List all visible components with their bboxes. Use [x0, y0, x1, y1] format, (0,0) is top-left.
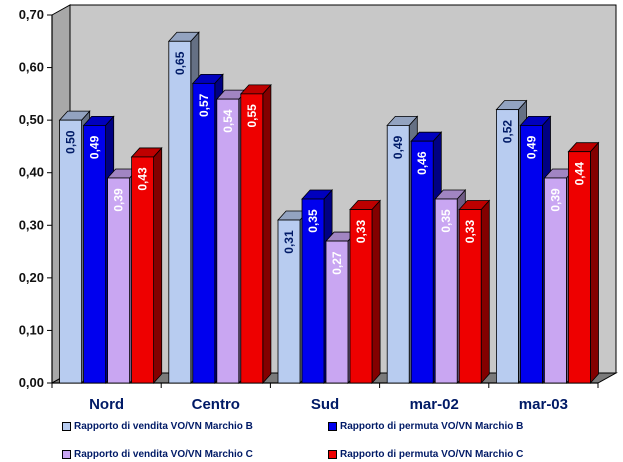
- bar-side: [153, 146, 163, 385]
- legend-swatch-permuta-c: [328, 450, 337, 459]
- y-tick-label: 0,30: [19, 217, 44, 232]
- data-label: 0,55: [245, 104, 259, 128]
- bar: [83, 125, 106, 384]
- data-label: 0,27: [330, 251, 344, 275]
- bar: [277, 219, 301, 384]
- bar: [495, 109, 519, 384]
- data-label: 0,49: [524, 135, 538, 159]
- bar-side: [371, 199, 381, 385]
- y-tick-label: 0,00: [19, 375, 44, 390]
- data-label: 0,31: [282, 230, 296, 254]
- bar: [410, 140, 434, 384]
- data-label: 0,43: [136, 167, 150, 191]
- y-tick-label: 0,10: [19, 322, 44, 337]
- legend-item-vendita-b: Rapporto di vendita VO/VN Marchio B: [62, 421, 253, 432]
- data-label: 0,54: [221, 109, 235, 133]
- bar: [458, 209, 482, 384]
- category-label: mar-03: [519, 396, 568, 413]
- data-label: 0,35: [439, 209, 453, 233]
- data-label: 0,35: [306, 209, 320, 233]
- data-label: 0,39: [112, 188, 126, 212]
- data-label: 0,44: [572, 162, 586, 186]
- legend-label-permuta-b: Rapporto di permuta VO/VN Marchio B: [340, 421, 524, 432]
- legend-label-permuta-c: Rapporto di permuta VO/VN Marchio C: [340, 449, 524, 460]
- category-label: mar-02: [410, 396, 459, 413]
- data-label: 0,33: [354, 220, 368, 244]
- bar: [520, 125, 543, 384]
- bar: [59, 119, 82, 384]
- data-label: 0,49: [391, 135, 405, 159]
- category-label: Sud: [311, 396, 339, 413]
- y-tick-label: 0,40: [19, 165, 44, 180]
- legend-label-vendita-b: Rapporto di vendita VO/VN Marchio B: [74, 421, 253, 432]
- y-tick-label: 0,70: [19, 7, 44, 22]
- data-label: 0,49: [88, 135, 102, 159]
- category-label: Centro: [192, 396, 240, 413]
- bar-side: [590, 141, 599, 385]
- data-label: 0,39: [548, 188, 562, 212]
- bar: [216, 98, 240, 384]
- legend-swatch-vendita-b: [62, 422, 71, 431]
- bar: [192, 82, 216, 384]
- bar: [131, 156, 155, 384]
- bar: [568, 151, 591, 384]
- bar-chart: 0,00 0,10 0,20 0,30 0,40 0,50 0,60 0,70 Nord 0,50…: [19, 4, 618, 413]
- bar: [301, 198, 325, 384]
- bar: [325, 240, 349, 384]
- legend-label-vendita-c: Rapporto di vendita VO/VN Marchio C: [74, 449, 253, 460]
- data-label: 0,65: [173, 51, 187, 75]
- legend-item-permuta-b: Rapporto di permuta VO/VN Marchio B: [328, 421, 523, 432]
- bar: [386, 125, 410, 384]
- data-label: 0,57: [197, 93, 211, 117]
- bar: [434, 198, 458, 384]
- y-tick-label: 0,50: [19, 112, 44, 127]
- legend-item-permuta-c: Rapporto di permuta VO/VN Marchio C: [328, 449, 523, 460]
- bar-side: [480, 199, 490, 385]
- bar-side: [262, 83, 272, 385]
- legend-item-vendita-c: Rapporto di vendita VO/VN Marchio C: [62, 449, 253, 460]
- bar: [168, 40, 192, 384]
- bar: [544, 177, 567, 384]
- legend-swatch-permuta-b: [328, 422, 337, 431]
- bar: [240, 93, 264, 384]
- data-label: 0,52: [500, 120, 514, 144]
- y-tick-label: 0,60: [19, 60, 44, 75]
- bar: [349, 209, 373, 384]
- y-tick-label: 0,20: [19, 270, 44, 285]
- data-label: 0,33: [463, 220, 477, 244]
- data-label: 0,50: [64, 130, 78, 154]
- legend-swatch-vendita-c: [62, 450, 71, 459]
- bar: [107, 177, 130, 384]
- data-label: 0,46: [415, 151, 429, 175]
- category-label: Nord: [89, 396, 124, 413]
